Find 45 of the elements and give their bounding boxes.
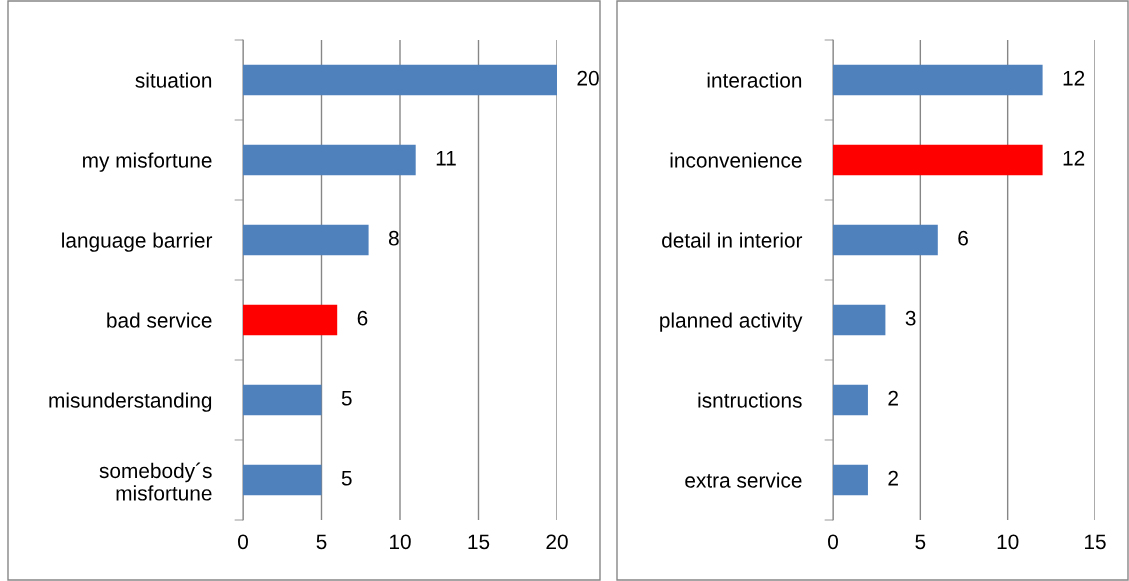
bar: [833, 384, 868, 416]
y-tick-label: interaction: [707, 72, 802, 88]
x-tick-label: 20: [546, 534, 568, 550]
bar: [833, 304, 886, 336]
bar: [243, 464, 322, 496]
bar: [833, 224, 938, 256]
y-tick-label: detail in interior: [662, 232, 803, 248]
y-tick-label: language barrier: [62, 232, 213, 252]
x-tick-label: 0: [828, 534, 838, 550]
bar: [833, 64, 1043, 96]
y-tick-label: my misfortune: [83, 152, 212, 172]
y-tick-label: bad service: [107, 312, 212, 328]
data-label: 11: [436, 151, 456, 166]
y-tick-label: somebody´s misfortune: [99, 462, 212, 501]
x-tick-label: 5: [316, 534, 327, 550]
x-tick-label: 10: [997, 534, 1019, 550]
data-label: 6: [357, 310, 368, 326]
data-label: 5: [341, 391, 352, 406]
data-label: 12: [1063, 70, 1085, 86]
x-tick-label: 15: [468, 534, 490, 550]
data-label: 3: [905, 310, 916, 326]
bar: [833, 144, 1043, 176]
y-tick-label: planned activity: [660, 312, 803, 332]
x-tick-label: 10: [390, 534, 411, 550]
data-label: 6: [958, 230, 968, 246]
bar: [243, 224, 369, 256]
bar: [243, 144, 416, 176]
y-tick-label: situation: [135, 72, 212, 88]
y-tick-label: misunderstanding: [49, 392, 212, 412]
data-label: 8: [388, 230, 399, 246]
y-tick-label: isntructions: [698, 392, 802, 408]
y-tick-label: extra service: [685, 472, 802, 488]
data-label: 20: [577, 70, 599, 86]
bar: [243, 304, 338, 336]
bar: [833, 464, 868, 496]
data-label: 2: [888, 390, 898, 406]
data-label: 12: [1063, 150, 1085, 166]
data-label: 2: [888, 470, 898, 486]
x-tick-label: 0: [238, 534, 248, 550]
x-tick-label: 15: [1085, 534, 1106, 550]
data-label: 5: [341, 471, 352, 486]
y-tick-label: inconvenience: [670, 152, 802, 168]
bar: [243, 384, 322, 416]
x-tick-label: 5: [915, 534, 926, 550]
bar: [243, 64, 557, 96]
